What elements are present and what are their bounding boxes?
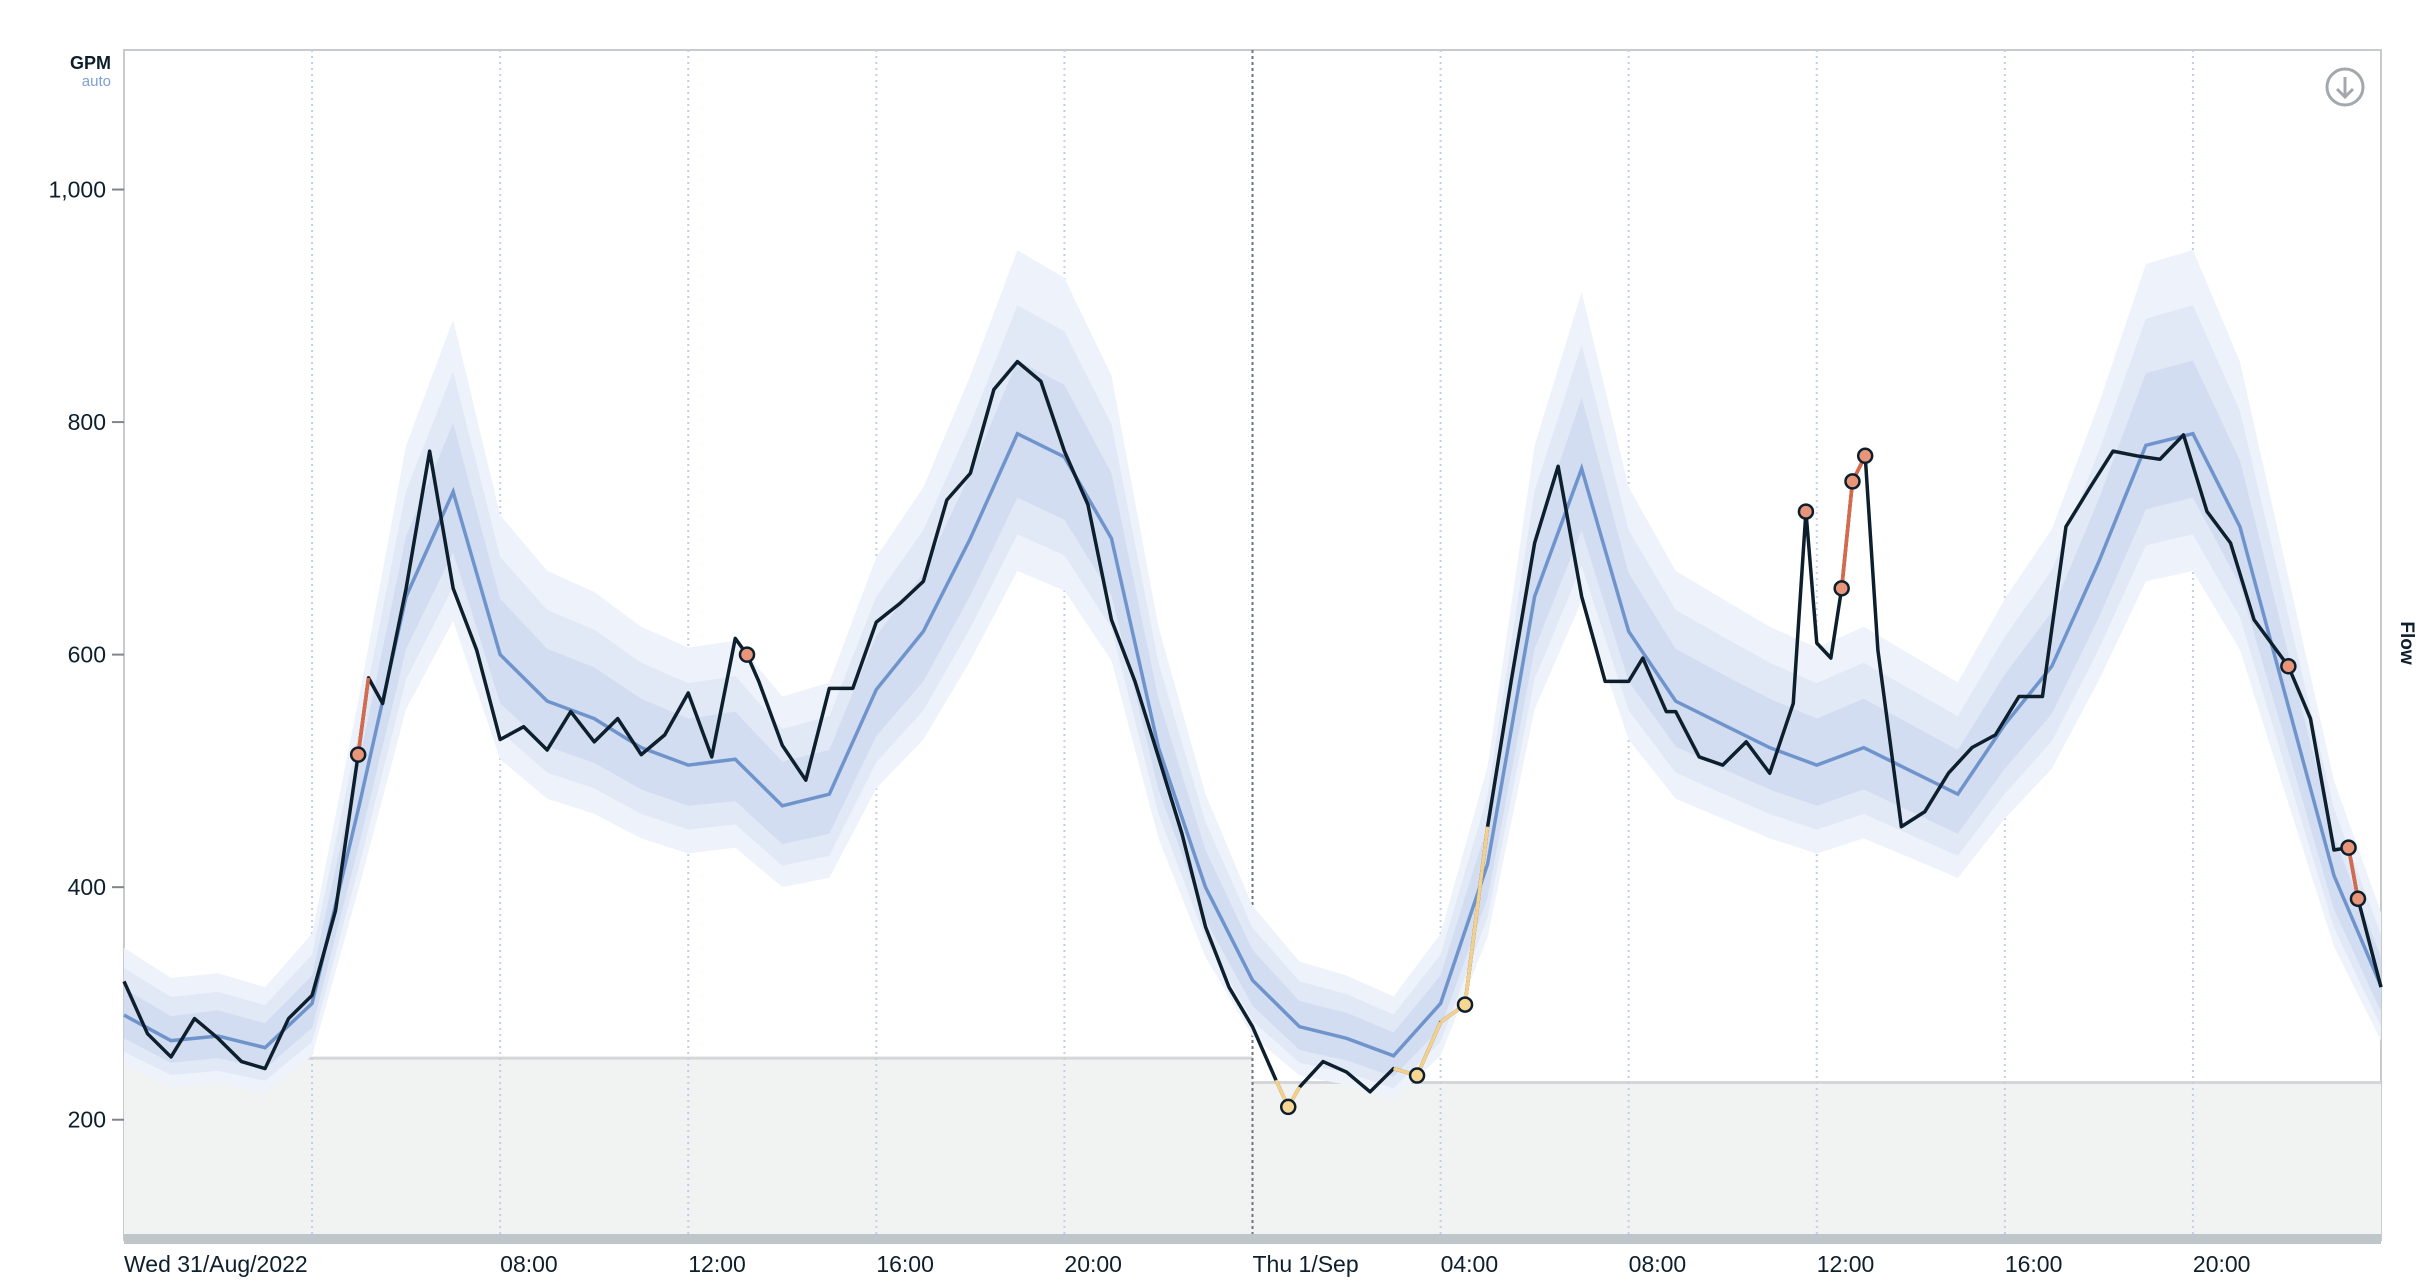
anomaly-low-point[interactable] bbox=[1408, 1067, 1426, 1084]
anomaly-high-point[interactable] bbox=[738, 646, 756, 663]
y-unit-label: GPM bbox=[70, 53, 111, 73]
y-scale-mode[interactable]: auto bbox=[82, 73, 111, 90]
anomaly-high-point[interactable] bbox=[1797, 503, 1815, 520]
x-tick-label: 08:00 bbox=[1629, 1251, 1687, 1277]
y-tick-label: 800 bbox=[68, 409, 106, 435]
threshold-region bbox=[124, 1058, 1253, 1236]
y-tick-label: 1,000 bbox=[48, 177, 106, 203]
anomaly-high-point[interactable] bbox=[2340, 839, 2357, 856]
x-tick-label: Wed 31/Aug/2022 bbox=[124, 1251, 308, 1277]
anomaly-segment bbox=[1839, 481, 1855, 589]
x-tick-label: 16:00 bbox=[876, 1251, 934, 1277]
anomaly-high-point[interactable] bbox=[349, 746, 367, 763]
x-tick-label: 08:00 bbox=[500, 1251, 558, 1277]
flow-label: Flow bbox=[2396, 621, 2417, 664]
x-tick-label: 16:00 bbox=[2005, 1251, 2063, 1277]
download-button[interactable] bbox=[2325, 67, 2365, 107]
anomaly-high-point[interactable] bbox=[1844, 473, 1861, 490]
anomaly-low-point[interactable] bbox=[1456, 996, 1474, 1013]
x-axis-bar[interactable] bbox=[124, 1234, 2381, 1244]
x-tick-label: 04:00 bbox=[1441, 1251, 1499, 1277]
anomaly-high-point[interactable] bbox=[2280, 658, 2297, 675]
anomaly-segment bbox=[1463, 826, 1490, 1005]
x-tick-label: 12:00 bbox=[1817, 1251, 1875, 1277]
y-tick-label: 200 bbox=[68, 1107, 106, 1133]
x-tick-label: Thu 1/Sep bbox=[1253, 1251, 1359, 1277]
x-tick-label: 20:00 bbox=[2193, 1251, 2251, 1277]
anomaly-high-point[interactable] bbox=[1856, 447, 1874, 465]
y-tick-label: 400 bbox=[68, 874, 106, 900]
anomaly-high-point[interactable] bbox=[2349, 890, 2367, 908]
x-tick-label: 12:00 bbox=[688, 1251, 746, 1277]
anomaly-segment bbox=[2346, 847, 2360, 900]
threshold-region bbox=[1252, 1082, 2381, 1236]
anomaly-segment bbox=[356, 677, 371, 755]
expected-line bbox=[123, 431, 2383, 1058]
anomaly-segment bbox=[1415, 1021, 1443, 1077]
anomaly-high-point[interactable] bbox=[1833, 580, 1850, 597]
anomaly-low-point[interactable] bbox=[1279, 1098, 1297, 1116]
x-tick-label: 20:00 bbox=[1064, 1251, 1122, 1277]
download-icon[interactable] bbox=[2325, 67, 2365, 107]
y-tick-label: 600 bbox=[68, 642, 106, 668]
